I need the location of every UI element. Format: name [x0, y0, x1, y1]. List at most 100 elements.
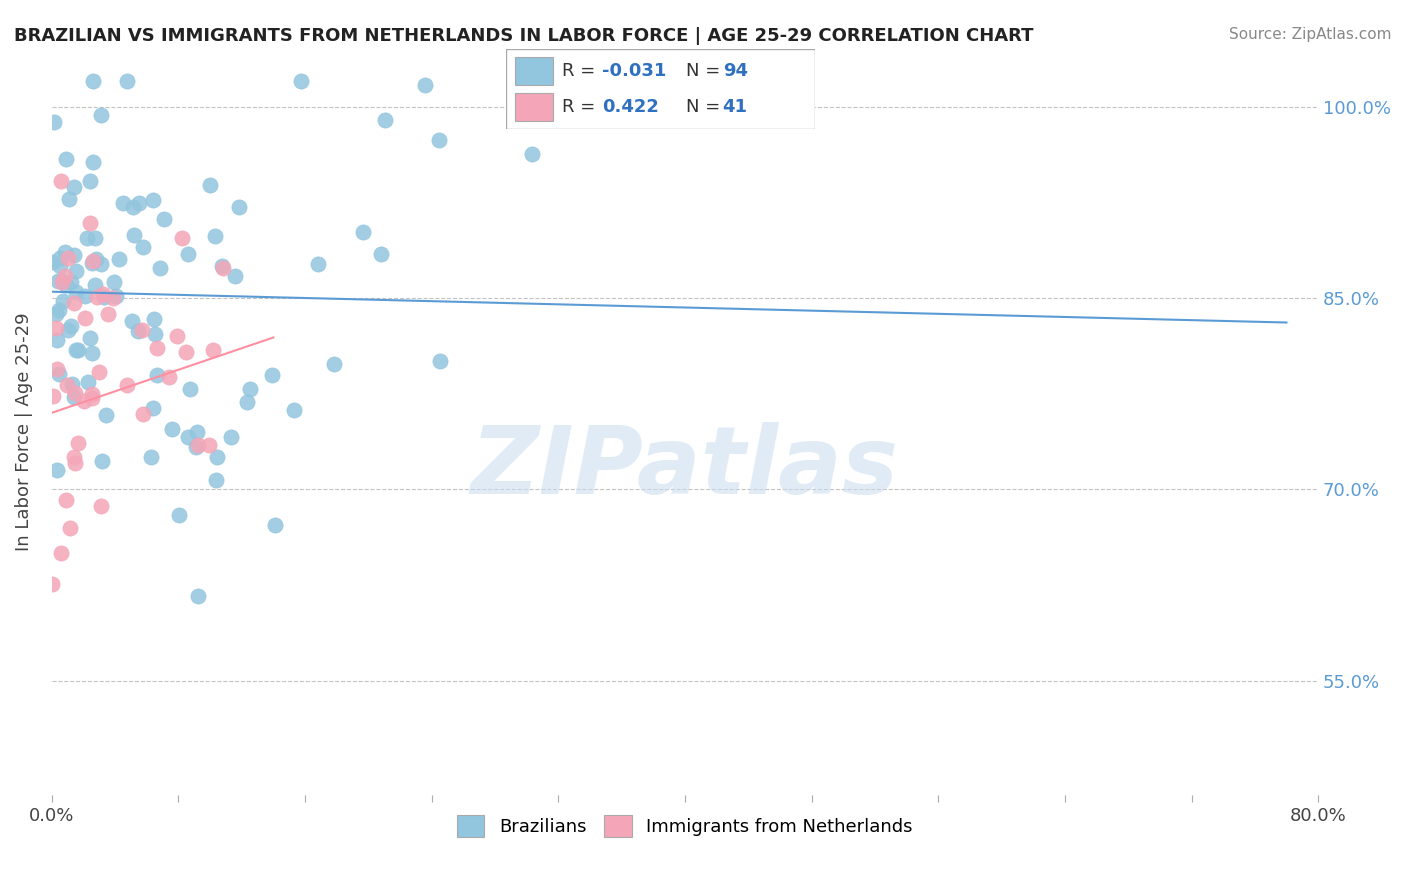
Point — [73, 289, 96, 303]
Point — [413, 78, 436, 92]
Point — [149, 260, 172, 275]
Point — [172, 231, 194, 245]
Point — [45, 362, 67, 376]
Point — [169, 508, 191, 522]
Point — [82, 74, 104, 88]
Point — [108, 252, 131, 267]
Point — [76, 231, 98, 245]
Point — [177, 247, 200, 261]
Y-axis label: In Labor Force | Age 25-29: In Labor Force | Age 25-29 — [15, 313, 32, 551]
Point — [67, 436, 90, 450]
Point — [67, 343, 90, 357]
Point — [427, 133, 450, 147]
Text: BRAZILIAN VS IMMIGRANTS FROM NETHERLANDS IN LABOR FORCE | AGE 25-29 CORRELATION : BRAZILIAN VS IMMIGRANTS FROM NETHERLANDS… — [14, 27, 1033, 45]
Text: R =: R = — [562, 62, 600, 79]
Point — [290, 74, 312, 88]
Point — [186, 440, 208, 454]
Point — [90, 500, 112, 514]
Point — [202, 343, 225, 358]
Point — [80, 346, 103, 360]
Point — [84, 231, 107, 245]
Point — [82, 254, 104, 268]
Point — [132, 239, 155, 253]
Text: Source: ZipAtlas.com: Source: ZipAtlas.com — [1229, 27, 1392, 42]
Text: 0.422: 0.422 — [602, 98, 659, 116]
Point — [198, 438, 221, 452]
Point — [65, 456, 87, 470]
Point — [307, 257, 329, 271]
Legend: Brazilians, Immigrants from Netherlands: Brazilians, Immigrants from Netherlands — [450, 808, 920, 845]
Point — [103, 275, 125, 289]
Point — [146, 341, 169, 355]
Point — [93, 290, 115, 304]
Point — [62, 296, 84, 310]
Point — [49, 251, 72, 265]
Point — [128, 196, 150, 211]
Point — [80, 256, 103, 270]
Point — [262, 368, 284, 383]
Point — [91, 454, 114, 468]
Point — [55, 152, 77, 166]
Point — [105, 289, 128, 303]
FancyBboxPatch shape — [506, 49, 815, 129]
Point — [141, 450, 163, 464]
Point — [221, 430, 243, 444]
Point — [239, 383, 262, 397]
Point — [323, 357, 346, 371]
Point — [51, 275, 73, 289]
Point — [283, 402, 305, 417]
Point — [145, 368, 167, 382]
Point — [142, 401, 165, 415]
Point — [73, 311, 96, 326]
Point — [205, 450, 228, 464]
Point — [63, 180, 86, 194]
Point — [59, 319, 82, 334]
Point — [370, 246, 392, 260]
Point — [236, 395, 259, 409]
Point — [41, 255, 63, 269]
Point — [51, 273, 73, 287]
Point — [79, 331, 101, 345]
Point — [79, 216, 101, 230]
Point — [429, 354, 451, 368]
Point — [224, 269, 246, 284]
Point — [55, 492, 77, 507]
Text: 94: 94 — [723, 62, 748, 79]
Point — [263, 518, 285, 533]
Point — [96, 408, 118, 422]
Point — [58, 323, 80, 337]
Point — [179, 382, 201, 396]
Point — [42, 388, 65, 402]
Point — [42, 115, 65, 129]
Point — [374, 113, 396, 128]
Point — [117, 74, 139, 88]
Point — [53, 269, 76, 284]
Point — [55, 245, 77, 260]
Point — [352, 225, 374, 239]
Point — [204, 473, 226, 487]
Point — [122, 227, 145, 242]
Point — [87, 365, 110, 379]
Text: 41: 41 — [723, 98, 748, 116]
Point — [91, 287, 114, 301]
FancyBboxPatch shape — [516, 57, 553, 86]
Point — [211, 259, 233, 273]
Point — [59, 275, 82, 289]
Point — [45, 307, 67, 321]
Point — [48, 274, 70, 288]
Point — [45, 320, 67, 334]
Point — [145, 326, 167, 341]
Point — [228, 200, 250, 214]
Point — [101, 291, 124, 305]
Point — [200, 178, 222, 192]
Point — [48, 367, 70, 381]
Point — [115, 378, 138, 392]
Point — [142, 193, 165, 207]
FancyBboxPatch shape — [516, 94, 553, 121]
Point — [177, 430, 200, 444]
Point — [84, 277, 107, 292]
Point — [111, 196, 134, 211]
Point — [187, 589, 209, 603]
Point — [520, 146, 543, 161]
Text: N =: N = — [686, 62, 725, 79]
